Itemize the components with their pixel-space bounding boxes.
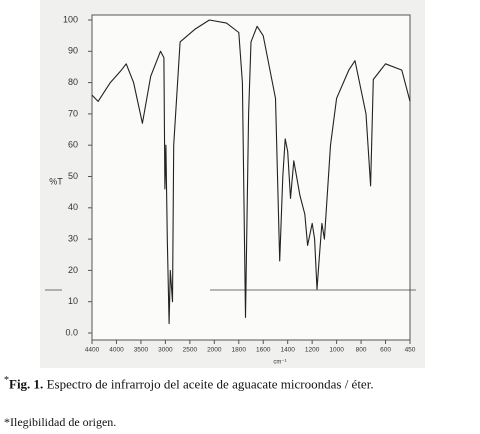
y-tick-label: 60	[68, 140, 78, 150]
caption: *Fig. 1. Espectro de infrarrojo del acei…	[4, 372, 474, 392]
y-tick-label: 10	[68, 296, 78, 306]
y-tick-label: 40	[68, 202, 78, 212]
y-tick-label: 70	[68, 108, 78, 118]
y-tick-label: 90	[68, 46, 78, 56]
y-axis-label: %T	[49, 176, 63, 186]
y-tick-label: 0.0	[65, 327, 78, 337]
chart: %T cm⁻¹ 0.0 10 20 30 40 50 60 70 80 90 100 4400 4000…	[40, 0, 425, 368]
footnote: *Ilegibilidad de origen.	[4, 415, 117, 429]
x-tick-label: 4400	[85, 347, 100, 354]
y-tick-label: 30	[68, 233, 78, 243]
caption-marker: *	[4, 375, 9, 386]
x-tick-label: 1400	[280, 347, 295, 354]
x-tick-label: 1600	[256, 347, 271, 354]
x-tick-label: 3000	[158, 347, 173, 354]
x-tick-label: 2000	[207, 347, 222, 354]
x-tick-label: 4000	[109, 347, 124, 354]
x-tick-label: 450	[405, 347, 416, 354]
y-tick-label: 50	[68, 171, 78, 181]
x-axis-label: cm⁻¹	[273, 360, 286, 366]
caption-text: Espectro de infrarrojo del aceite de agu…	[46, 376, 374, 392]
x-tick-label: 800	[356, 347, 367, 354]
x-tick-label: 2500	[183, 347, 198, 354]
x-tick-label: 1200	[305, 347, 320, 354]
x-tick-label: 3500	[134, 347, 149, 354]
y-tick-label: 80	[68, 77, 78, 87]
caption-label: Fig. 1.	[9, 376, 44, 392]
x-tick-label: 1800	[232, 347, 247, 354]
y-tick-label: 100	[63, 14, 78, 24]
x-tick-label: 1000	[329, 347, 344, 354]
spectrum-line	[91, 19, 411, 325]
y-tick-label: 20	[68, 265, 78, 275]
x-tick-label: 600	[380, 347, 391, 354]
plot-frame	[91, 14, 411, 341]
